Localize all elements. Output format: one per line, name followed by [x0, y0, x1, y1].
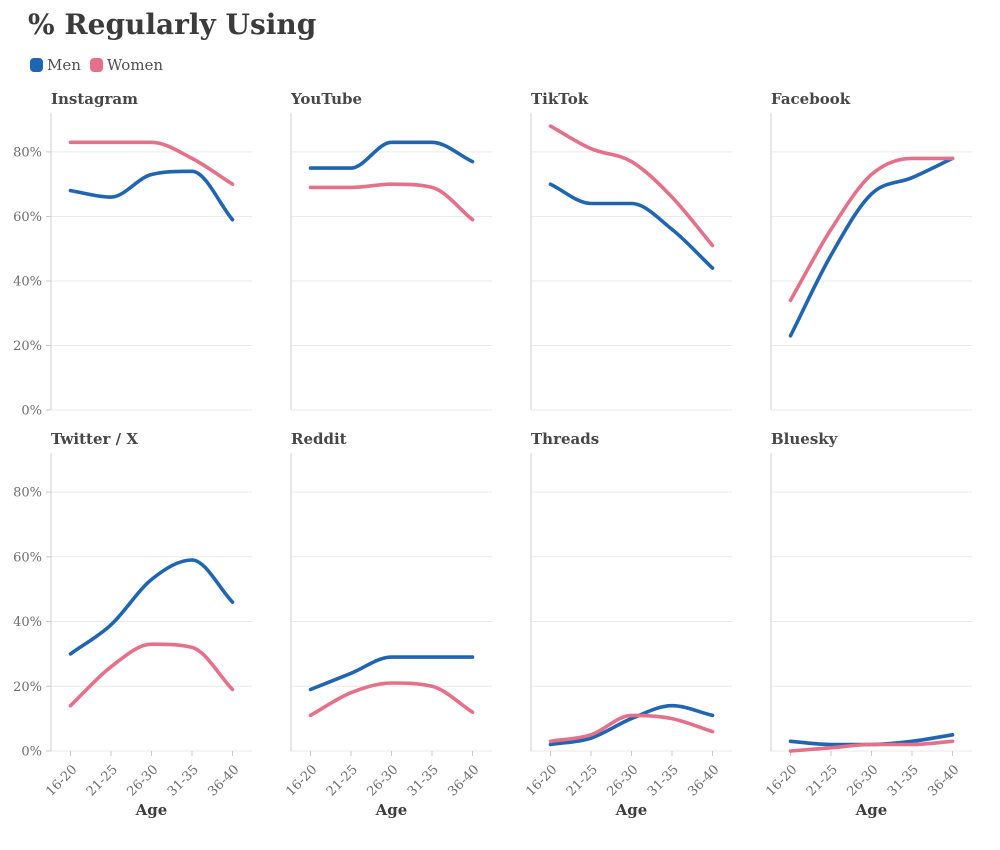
svg-text:36-40: 36-40	[925, 762, 962, 799]
svg-text:21-25: 21-25	[84, 762, 121, 799]
twitter-x-chart-canvas: 0% 20% 40% 60% 80% 16-20 21-25 26-30 31-35 36-40 A…	[13, 453, 252, 819]
bluesky-chart-canvas: 16-20 21-25 26-30 31-35 36-40 Age	[763, 453, 972, 819]
svg-text:26-30: 26-30	[124, 762, 161, 799]
legend-label-women: Women	[106, 56, 164, 74]
svg-text:31-35: 31-35	[405, 762, 442, 799]
tiktok-chart-canvas	[530, 113, 732, 411]
svg-text:21-25: 21-25	[804, 762, 841, 799]
women-color-swatch-icon	[89, 58, 103, 72]
subplot-title-tiktok: TikTok	[531, 90, 589, 108]
subplot-title-facebook: Facebook	[771, 90, 851, 108]
svg-text:Age: Age	[615, 801, 648, 819]
chart-title: % Regularly Using	[28, 8, 317, 41]
svg-text:60%: 60%	[13, 210, 42, 225]
svg-text:26-30: 26-30	[844, 762, 881, 799]
subplot-twitter-x: Twitter / X 0% 20% 40% 60% 80% 16-20 21-25 26-3…	[0, 430, 254, 842]
subplot-title-reddit: Reddit	[291, 430, 347, 448]
svg-text:16-20: 16-20	[43, 762, 80, 799]
svg-text:36-40: 36-40	[445, 762, 482, 799]
svg-text:Age: Age	[855, 801, 888, 819]
svg-text:Age: Age	[135, 801, 168, 819]
svg-text:16-20: 16-20	[283, 762, 320, 799]
subplot-reddit: Reddit 16-20 21-25 26-30 31-35 36-40 Age	[240, 430, 494, 842]
svg-text:31-35: 31-35	[645, 762, 682, 799]
svg-text:16-20: 16-20	[523, 762, 560, 799]
svg-text:40%: 40%	[13, 615, 42, 630]
subplot-title-twitter-x: Twitter / X	[51, 430, 138, 448]
subplot-facebook: Facebook	[720, 90, 974, 502]
subplot-title-threads: Threads	[531, 430, 600, 448]
subplot-bluesky: Bluesky 16-20 21-25 26-30 31-35 36-40 Age	[720, 430, 974, 842]
svg-text:16-20: 16-20	[763, 762, 800, 799]
svg-text:21-25: 21-25	[324, 762, 361, 799]
svg-text:36-40: 36-40	[685, 762, 722, 799]
svg-text:26-30: 26-30	[364, 762, 401, 799]
subplot-title-bluesky: Bluesky	[771, 430, 838, 448]
youtube-chart-canvas	[290, 113, 492, 411]
subplot-title-instagram: Instagram	[51, 90, 138, 108]
svg-text:20%: 20%	[13, 680, 42, 695]
subplot-instagram: Instagram 0% 20% 40% 60% 80%	[0, 90, 254, 502]
legend-item-women: Women	[89, 56, 164, 74]
facebook-chart-canvas	[770, 113, 972, 411]
instagram-chart-canvas: 0% 20% 40% 60% 80%	[13, 113, 252, 419]
subplot-title-youtube: YouTube	[291, 90, 363, 108]
threads-chart-canvas: 16-20 21-25 26-30 31-35 36-40 Age	[523, 453, 732, 819]
subplot-tiktok: TikTok	[480, 90, 734, 502]
svg-text:21-25: 21-25	[564, 762, 601, 799]
legend: Men Women	[30, 56, 163, 74]
svg-text:40%: 40%	[13, 275, 42, 290]
svg-text:60%: 60%	[13, 550, 42, 565]
reddit-chart-canvas: 16-20 21-25 26-30 31-35 36-40 Age	[283, 453, 492, 819]
svg-text:26-30: 26-30	[604, 762, 641, 799]
svg-text:80%: 80%	[13, 145, 42, 160]
legend-item-men: Men	[30, 56, 81, 74]
svg-text:31-35: 31-35	[885, 762, 922, 799]
svg-text:0%: 0%	[21, 745, 42, 760]
men-color-swatch-icon	[30, 58, 43, 72]
subplot-youtube: YouTube	[240, 90, 494, 502]
svg-text:36-40: 36-40	[205, 762, 242, 799]
svg-text:80%: 80%	[13, 486, 42, 501]
svg-text:31-35: 31-35	[165, 762, 202, 799]
svg-text:Age: Age	[375, 801, 408, 819]
svg-text:0%: 0%	[21, 404, 42, 419]
legend-label-men: Men	[47, 56, 81, 74]
svg-text:20%: 20%	[13, 339, 42, 354]
subplot-threads: Threads 16-20 21-25 26-30 31-35 36-40 Age	[480, 430, 734, 842]
